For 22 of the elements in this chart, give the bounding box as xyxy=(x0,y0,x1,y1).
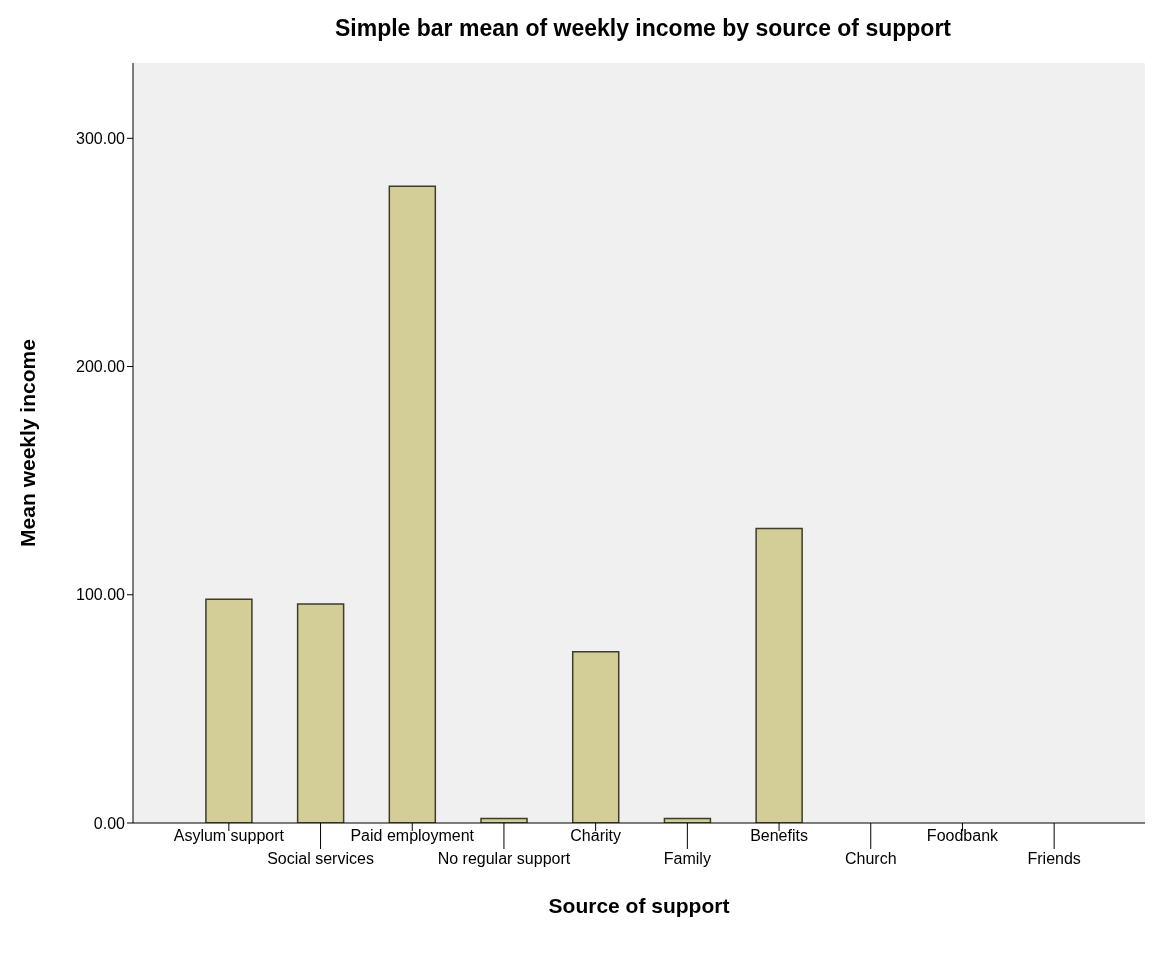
x-tick-label: Church xyxy=(844,850,897,867)
x-tick-label: Paid employment xyxy=(350,827,475,844)
bar xyxy=(296,603,345,823)
bar xyxy=(571,651,620,823)
bar xyxy=(388,185,437,823)
bar xyxy=(755,527,803,823)
x-tick-label: Benefits xyxy=(750,827,808,844)
x-tick-label: Asylum support xyxy=(173,827,285,844)
y-tick-label: 200.00 xyxy=(76,358,126,376)
chart-title: Simple bar mean of weekly income by source of support xyxy=(333,14,953,43)
y-axis-title: Mean weekly income xyxy=(16,339,40,547)
y-tick-label: 300.00 xyxy=(76,130,126,147)
x-tick-label: No regular support xyxy=(437,850,571,867)
x-tick-label: Charity xyxy=(570,827,621,844)
x-tick-label: Friends xyxy=(1027,850,1081,867)
x-tick-label: Family xyxy=(663,850,711,867)
y-tick-label: 100.00 xyxy=(76,586,126,604)
x-tick-label: Foodbank xyxy=(926,827,1000,844)
x-tick-label: Social services xyxy=(267,850,374,867)
y-tick-label: 0.00 xyxy=(93,814,126,832)
bar xyxy=(205,598,253,823)
x-axis-title: Source of support xyxy=(548,894,730,917)
